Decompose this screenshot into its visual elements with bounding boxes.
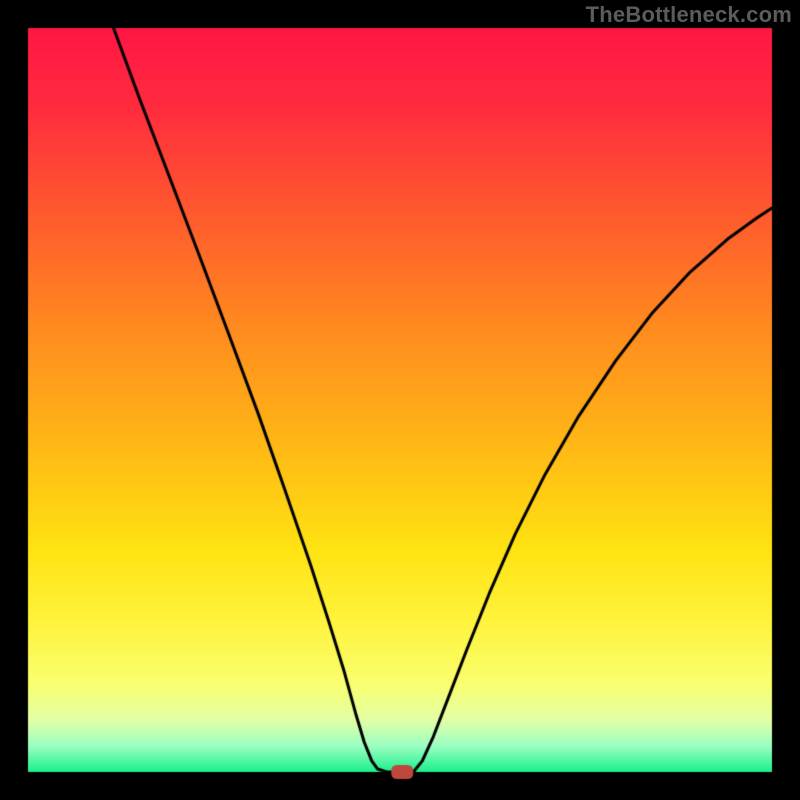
bottleneck-chart-canvas: [0, 0, 800, 800]
watermark-text: TheBottleneck.com: [586, 2, 792, 28]
chart-container: TheBottleneck.com: [0, 0, 800, 800]
